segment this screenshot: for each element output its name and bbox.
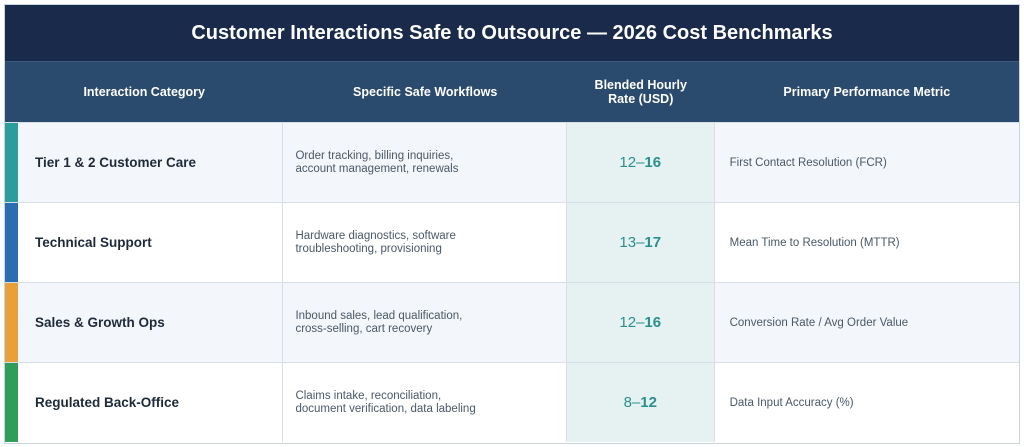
metric-cell: Conversion Rate / Avg Order Value bbox=[729, 316, 909, 329]
workflows-line: Order tracking, billing inquiries, bbox=[295, 149, 454, 162]
rate-cell: 12– 16 bbox=[566, 123, 715, 202]
row-accent-bar bbox=[5, 363, 18, 442]
category-label: Technical Support bbox=[35, 235, 152, 250]
rate-cell: 13– 17 bbox=[566, 203, 715, 282]
header-workflows: Specific Safe Workflows bbox=[353, 85, 498, 99]
table-title: Customer Interactions Safe to Outsource … bbox=[5, 5, 1019, 61]
category-cell: Technical Support bbox=[5, 203, 284, 282]
category-label: Sales & Growth Ops bbox=[35, 315, 165, 330]
metric-cell: Mean Time to Resolution (MTTR) bbox=[729, 236, 900, 249]
category-label: Tier 1 & 2 Customer Care bbox=[35, 155, 197, 170]
header-rate-line2: Rate (USD) bbox=[608, 92, 674, 106]
category-cell: Sales & Growth Ops bbox=[5, 283, 284, 362]
header-row: Interaction Category Specific Safe Workf… bbox=[5, 61, 1019, 122]
workflows-line: document verification, data labeling bbox=[295, 402, 476, 415]
metric-cell: First Contact Resolution (FCR) bbox=[729, 156, 887, 169]
workflows-line: troubleshooting, provisioning bbox=[295, 242, 442, 255]
workflows-line: account management, renewals bbox=[295, 162, 459, 175]
category-cell: Tier 1 & 2 Customer Care bbox=[5, 123, 284, 202]
header-metric: Primary Performance Metric bbox=[783, 85, 951, 99]
workflows-cell: Claims intake, reconciliation, document … bbox=[283, 363, 567, 442]
workflows-line: Claims intake, reconciliation, bbox=[295, 389, 442, 402]
table-row: Sales & Growth Ops Inbound sales, lead q… bbox=[5, 282, 1019, 362]
workflows-line: Hardware diagnostics, software bbox=[295, 229, 456, 242]
rate-cell: 8– 12 bbox=[566, 363, 715, 442]
rate-high: 16 bbox=[644, 314, 662, 331]
rate-low: 13– bbox=[619, 234, 645, 251]
workflows-line: Inbound sales, lead qualification, bbox=[295, 309, 463, 322]
row-accent-bar bbox=[5, 283, 18, 362]
table-row: Regulated Back-Office Claims intake, rec… bbox=[5, 362, 1019, 442]
workflows-cell: Hardware diagnostics, software troublesh… bbox=[283, 203, 567, 282]
table-row: Technical Support Hardware diagnostics, … bbox=[5, 202, 1019, 282]
workflows-cell: Inbound sales, lead qualification, cross… bbox=[283, 283, 567, 362]
rate-low: 12– bbox=[619, 154, 645, 171]
category-label: Regulated Back-Office bbox=[35, 395, 180, 410]
rate-high: 12 bbox=[640, 394, 657, 411]
rate-low: 12– bbox=[619, 314, 645, 331]
benchmark-table: Customer Interactions Safe to Outsource … bbox=[4, 4, 1020, 444]
rate-cell: 12– 16 bbox=[566, 283, 715, 362]
metric-cell: Data Input Accuracy (%) bbox=[729, 396, 854, 409]
header-category: Interaction Category bbox=[83, 85, 205, 99]
header-rate-line1: Blended Hourly bbox=[594, 78, 687, 92]
row-accent-bar bbox=[5, 203, 18, 282]
category-cell: Regulated Back-Office bbox=[5, 363, 284, 442]
workflows-line: cross-selling, cart recovery bbox=[295, 322, 433, 335]
rate-high: 17 bbox=[644, 234, 662, 251]
rate-high: 16 bbox=[644, 154, 662, 171]
header-rate: Blended Hourly Rate (USD) bbox=[567, 62, 715, 122]
table-row: Tier 1 & 2 Customer Care Order tracking,… bbox=[5, 122, 1019, 202]
workflows-cell: Order tracking, billing inquiries, accou… bbox=[283, 123, 567, 202]
row-accent-bar bbox=[5, 123, 18, 202]
rate-low: 8– bbox=[623, 394, 641, 411]
